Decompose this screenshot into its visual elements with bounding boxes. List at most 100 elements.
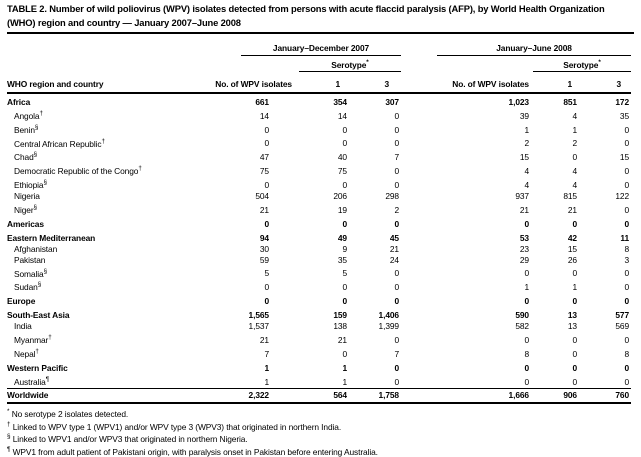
row-label: Ethiopia§ bbox=[14, 178, 47, 190]
value-cell: 0 bbox=[394, 138, 399, 149]
value-cell: 59 bbox=[259, 254, 269, 265]
table-body: Africa 661 354 307 1,023 851 172 Angola† 14 14 0 39… bbox=[7, 93, 632, 405]
value-cell: 0 bbox=[572, 152, 577, 163]
serotype-2007-header: Serotype* bbox=[299, 55, 401, 72]
table-row-region: Americas 0 0 0 0 0 0 bbox=[7, 216, 631, 230]
value-cell: 15 bbox=[619, 152, 630, 163]
value-cell: 0 bbox=[394, 218, 399, 229]
spacer-cell bbox=[401, 136, 437, 150]
spacer-cell bbox=[401, 293, 437, 307]
spacer-cell bbox=[401, 346, 437, 360]
value-cell: 75 bbox=[259, 165, 269, 176]
value-cell: 0 bbox=[394, 282, 399, 293]
serotype3-2008-column-header: 3 bbox=[579, 71, 632, 94]
value-cell: 21 bbox=[337, 334, 347, 345]
value-cell: 564 bbox=[299, 387, 349, 405]
isolates-2007-column-header: No. of WPV isolates bbox=[215, 71, 299, 94]
value-cell: 21 bbox=[567, 204, 577, 215]
value-cell: 5 bbox=[264, 268, 269, 279]
value-cell: 0 bbox=[524, 334, 529, 345]
value-cell: 1 bbox=[524, 282, 529, 293]
table-row-region: Europe 0 0 0 0 0 0 bbox=[7, 293, 631, 307]
spacer-cell bbox=[401, 266, 437, 280]
serotype-header-row: Serotype* Serotype* bbox=[7, 55, 632, 72]
value-cell: 75 bbox=[337, 165, 347, 176]
spacer-cell bbox=[401, 108, 437, 122]
value-cell: 0 bbox=[394, 376, 399, 387]
value-cell: 19 bbox=[337, 204, 347, 215]
value-cell: 1,758 bbox=[349, 387, 401, 405]
wpv-isolates-table: January–December 2007 January–June 2008 … bbox=[7, 38, 632, 405]
footnote-marker: * bbox=[366, 59, 369, 67]
period-header-row: January–December 2007 January–June 2008 bbox=[7, 38, 632, 56]
value-cell: 94 bbox=[259, 232, 269, 243]
table-header: January–December 2007 January–June 2008 … bbox=[7, 38, 632, 94]
title-rule bbox=[7, 32, 634, 34]
value-cell: 4 bbox=[572, 110, 577, 121]
value-cell: 2,322 bbox=[241, 387, 299, 405]
value-cell: 53 bbox=[519, 232, 529, 243]
row-label: Australia¶ bbox=[14, 375, 50, 387]
period-2007-header: January–December 2007 bbox=[241, 38, 401, 56]
value-cell: 122 bbox=[615, 190, 630, 201]
table-row-region: Eastern Mediterranean 94 49 45 53 42 11 bbox=[7, 230, 631, 244]
footnote-marker: † bbox=[7, 420, 11, 428]
row-label: Niger§ bbox=[14, 203, 38, 215]
value-cell: 0 bbox=[624, 124, 630, 135]
value-cell: 0 bbox=[624, 218, 630, 229]
value-cell: 0 bbox=[394, 334, 399, 345]
row-label: Pakistan bbox=[14, 254, 46, 265]
spacer-cell bbox=[401, 307, 437, 321]
value-cell: 21 bbox=[259, 334, 269, 345]
value-cell: 0 bbox=[264, 218, 269, 229]
value-cell: 569 bbox=[615, 321, 630, 332]
value-cell: 815 bbox=[563, 190, 577, 201]
value-cell: 13 bbox=[567, 321, 577, 332]
value-cell: 0 bbox=[264, 296, 269, 307]
row-label: Angola† bbox=[14, 110, 43, 121]
value-cell: 0 bbox=[572, 348, 577, 359]
spacer-cell bbox=[401, 93, 437, 108]
value-cell: 14 bbox=[337, 110, 347, 121]
empty-cell bbox=[7, 56, 241, 72]
table-row-country: Niger§ 21 19 2 21 21 0 bbox=[7, 202, 631, 216]
value-cell: 0 bbox=[394, 124, 399, 135]
footnote-marker: § bbox=[7, 433, 11, 441]
value-cell: 0 bbox=[572, 296, 577, 307]
value-cell: 0 bbox=[624, 268, 630, 279]
value-cell: 0 bbox=[264, 138, 269, 149]
value-cell: 760 bbox=[579, 387, 632, 405]
value-cell: 14 bbox=[259, 110, 269, 121]
row-label: Sudan§ bbox=[14, 281, 42, 293]
footnote-marker: † bbox=[138, 165, 142, 173]
row-label: Africa bbox=[7, 97, 31, 107]
footnote-marker: † bbox=[39, 110, 43, 117]
footnote-asterisk: * No serotype 2 isolates detected. bbox=[7, 408, 129, 419]
table-row-country: Afghanistan 30 9 21 23 15 8 bbox=[7, 244, 631, 255]
spacer-cell bbox=[401, 244, 437, 255]
empty-cell bbox=[7, 38, 241, 56]
table-row-country: Somalia§ 5 5 0 0 0 0 bbox=[7, 266, 631, 280]
value-cell: 504 bbox=[255, 190, 269, 201]
table-row-country: Pakistan 59 35 24 29 26 3 bbox=[7, 255, 631, 266]
value-cell: 1,023 bbox=[508, 97, 530, 107]
value-cell: 0 bbox=[524, 362, 529, 373]
value-cell: 7 bbox=[264, 348, 269, 359]
value-cell: 0 bbox=[624, 376, 630, 387]
spacer-cell bbox=[401, 177, 437, 191]
row-label: Somalia§ bbox=[14, 267, 48, 279]
spacer-cell bbox=[401, 163, 437, 177]
spacer-cell bbox=[401, 191, 437, 202]
isolates-2008-column-header: No. of WPV isolates bbox=[437, 71, 533, 94]
value-cell: 0 bbox=[624, 362, 630, 373]
value-cell: 39 bbox=[519, 110, 529, 121]
footnote-section: § Linked to WPV1 and/or WPV3 that origin… bbox=[7, 433, 248, 444]
value-cell: 0 bbox=[394, 296, 399, 307]
spacer-cell bbox=[401, 122, 437, 136]
value-cell: 23 bbox=[519, 243, 529, 254]
serotype1-2008-column-header: 1 bbox=[533, 71, 579, 94]
value-cell: 0 bbox=[524, 296, 529, 307]
value-cell: 8 bbox=[624, 348, 630, 359]
row-label: Eastern Mediterranean bbox=[7, 232, 96, 243]
value-cell: 7 bbox=[394, 152, 399, 163]
